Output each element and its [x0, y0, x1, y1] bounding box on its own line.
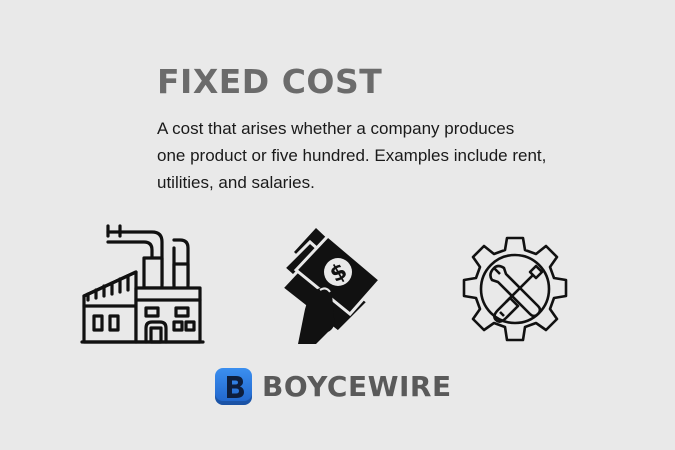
logo-b-icon: [227, 376, 244, 398]
gear-tools-icon: [456, 232, 574, 350]
definition-text: A cost that arises whether a company pro…: [157, 119, 547, 192]
page-title: FIXED COST: [157, 62, 383, 101]
money-hand-icon: $: [276, 222, 386, 347]
brand-name[interactable]: BOYCEWIRE: [262, 370, 452, 403]
boycewire-logo[interactable]: [215, 368, 252, 405]
factory-icon: [80, 224, 205, 346]
